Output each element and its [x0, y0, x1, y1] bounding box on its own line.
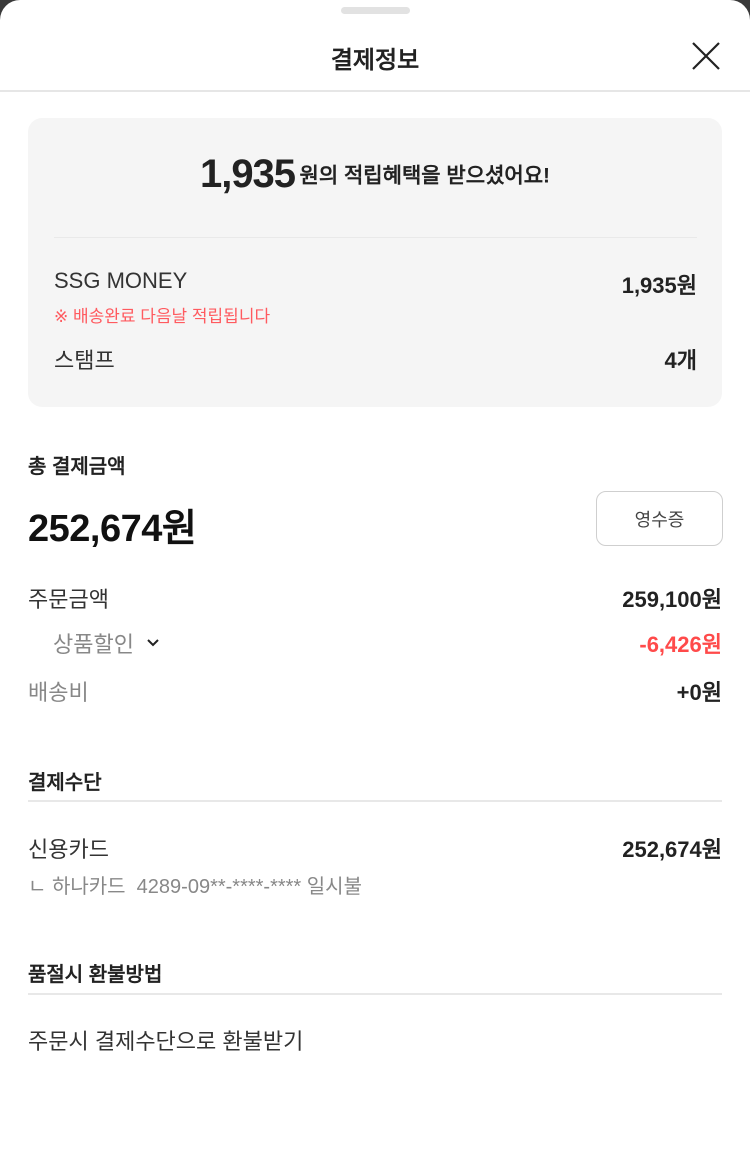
close-button[interactable] — [690, 40, 722, 72]
total-amount: 252,674원 — [28, 508, 197, 550]
benefit-headline: 1,935 원의 적립혜택을 받으셨어요! — [0, 152, 750, 197]
order-amount-label: 주문금액 — [28, 587, 109, 612]
stamp-value: 4개 — [664, 348, 697, 373]
refund-method: 주문시 결제수단으로 환불받기 — [28, 1029, 304, 1054]
payment-heading: 결제수단 — [28, 772, 102, 794]
benefit-amount: 1,935 — [199, 152, 296, 196]
shipping-label: 배송비 — [28, 680, 89, 705]
payment-divider — [28, 800, 722, 802]
payment-method: 신용카드 — [28, 837, 109, 862]
ssg-money-note: ※ 배송완료 다음날 적립됩니다 — [54, 307, 271, 326]
chevron-down-icon — [147, 639, 159, 647]
shipping-value: +0원 — [676, 680, 722, 705]
payment-amount: 252,674원 — [622, 837, 722, 862]
card-divider — [54, 237, 697, 238]
ssg-money-value: 1,935원 — [621, 273, 697, 298]
refund-divider — [28, 993, 722, 995]
total-label: 총 결제금액 — [28, 456, 126, 478]
discount-label: 상품할인 — [53, 632, 134, 657]
ssg-money-label: SSG MONEY — [54, 268, 188, 293]
stamp-label: 스탬프 — [54, 348, 115, 373]
receipt-button[interactable]: 영수증 — [596, 491, 723, 546]
page-title: 결제정보 — [330, 47, 420, 74]
card-detail: ㄴ 하나카드 4289-09**-****-**** 일시불 — [28, 876, 362, 898]
benefit-card — [28, 118, 722, 407]
benefit-message: 원의 적립혜택을 받으셨어요! — [299, 164, 551, 188]
discount-toggle[interactable]: 상품할인 — [53, 627, 160, 659]
discount-value: -6,426원 — [639, 632, 722, 657]
close-icon — [692, 42, 720, 70]
order-amount-value: 259,100원 — [622, 587, 722, 612]
drag-handle[interactable] — [341, 7, 410, 14]
refund-heading: 품절시 환불방법 — [28, 964, 163, 986]
header: 결제정보 — [0, 0, 750, 92]
